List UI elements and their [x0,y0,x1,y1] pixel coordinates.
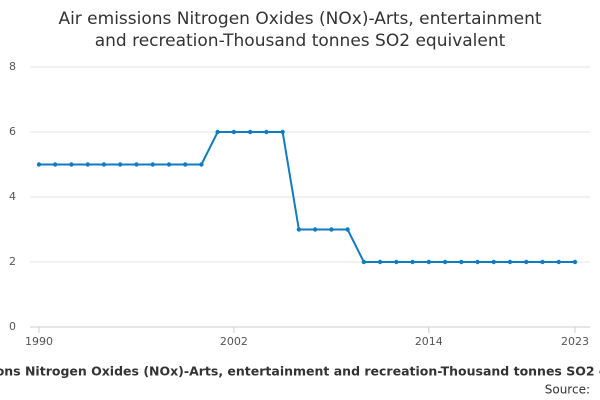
data-point [556,259,561,265]
y-tick-label: 4 [9,190,16,203]
data-point [69,162,74,167]
x-tick-label: 1990 [25,335,53,348]
data-point [150,162,155,167]
data-point [53,162,58,167]
data-point [296,227,302,232]
data-point [361,259,367,265]
y-tick-label: 2 [9,255,16,268]
series-line [39,131,575,263]
data-point [540,259,545,265]
data-point [377,259,383,265]
data-point [329,227,334,232]
chart-title: Air emissions Nitrogen Oxides (NOx)-Arts… [58,9,541,29]
x-axis-label: Air emissions Nitrogen Oxides (NOx)-Arts… [0,364,600,379]
data-point [101,162,107,167]
data-point [264,129,269,135]
data-point [118,162,123,167]
data-point [312,227,318,232]
data-point [491,259,496,265]
data-point [394,259,399,265]
data-point [182,162,188,167]
data-point [459,259,464,265]
data-point [475,259,480,265]
data-point [166,162,172,167]
data-point [524,259,529,265]
data-point [85,162,90,167]
x-tick-label: 2014 [415,335,443,348]
data-point [247,129,253,135]
data-point [345,227,350,232]
chart-title: and recreation-Thousand tonnes SO2 equiv… [95,31,506,51]
data-point [199,162,204,167]
data-point [442,259,448,265]
data-point [280,129,285,135]
data-point [426,259,432,265]
data-point [36,162,42,167]
data-point [134,162,139,167]
x-tick-label: 2002 [220,335,248,348]
y-tick-label: 6 [9,125,16,138]
data-point [215,129,220,135]
data-point [507,259,513,265]
y-tick-label: 8 [9,60,16,73]
data-point [572,259,578,265]
source: Source: [545,383,590,397]
data-point [231,129,237,135]
data-point [410,259,415,265]
y-tick-label: 0 [9,320,16,333]
x-tick-label: 2023 [561,335,589,348]
